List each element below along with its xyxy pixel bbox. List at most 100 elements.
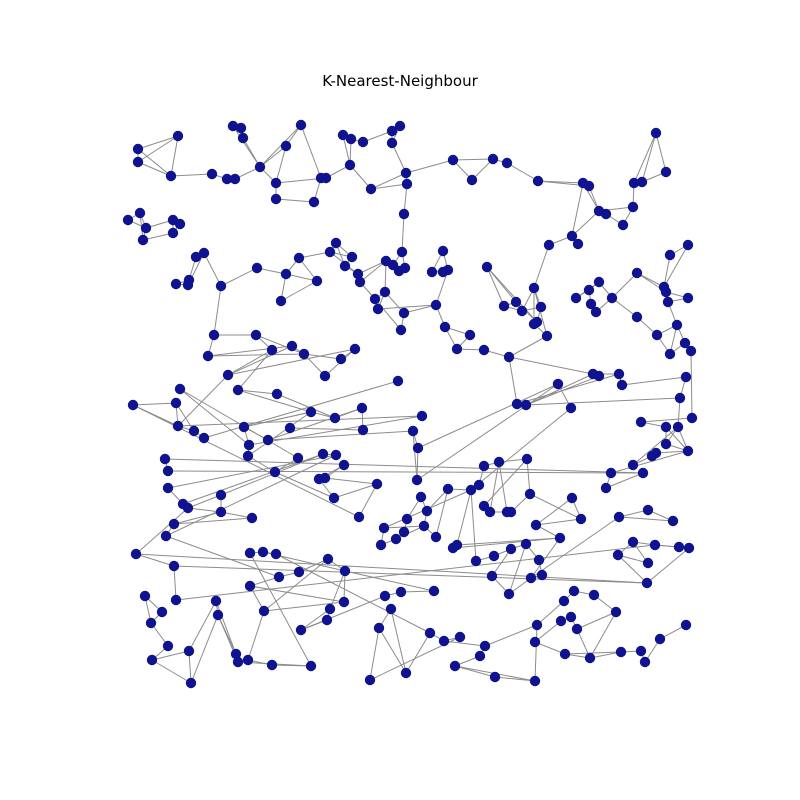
graph-edge [173,565,177,601]
graph-edge [207,345,293,357]
graph-edge [534,624,538,682]
graph-node [660,421,672,433]
graph-node [631,267,643,279]
graph-edge [203,380,399,439]
graph-node [401,178,413,190]
graph-node [379,286,391,298]
graph-edge [508,543,527,595]
graph-node [565,611,577,623]
graph-node [337,129,349,141]
graph-node [558,595,570,607]
graph-node [543,239,555,251]
graph-edge [663,254,671,288]
graph-edge [516,373,620,405]
graph-node [295,119,307,131]
graph-edge [589,651,622,659]
graph-node [525,572,537,584]
graph-node [127,399,139,411]
graph-node [237,132,249,144]
graph-node [156,606,168,618]
graph-node [520,538,532,550]
graph-node [230,648,242,660]
graph-node [685,345,697,357]
graph-edge [506,162,539,182]
graph-node [510,296,522,308]
graph-node [313,473,325,485]
graph-edge [470,489,477,562]
graph-node [565,402,577,414]
graph-node [395,324,407,336]
graph-edge [632,426,679,466]
graph-edge [285,273,318,282]
graph-edge [349,164,372,190]
graph-edge [170,135,179,177]
graph-node [271,388,283,400]
graph-edge [137,135,179,150]
graph-node [660,286,672,298]
graph-edge [690,350,693,419]
graph-node [438,635,450,647]
graph-edge [655,132,667,173]
graph-node [338,459,350,471]
graph-node [635,645,647,657]
graph-node [428,585,440,597]
graph-node [145,617,157,629]
graph-edge [333,483,378,499]
graph-edge [403,304,437,314]
graph-node [672,421,684,433]
graph-node [320,172,332,184]
graph-edge [300,595,386,631]
graph-edge [275,553,431,634]
graph-node [357,424,369,436]
graph-node [305,406,317,418]
graph-edge [359,260,387,283]
graph-node [612,549,624,561]
graph-edge [529,493,582,520]
graph-edge [207,353,305,357]
graph-node [385,603,397,615]
graph-node [335,353,347,365]
graph-node [498,300,510,312]
graph-node [275,295,287,307]
graph-edge [498,461,508,513]
graph-node [493,456,505,468]
graph-edge [263,601,345,612]
graph-edge [188,650,192,684]
graph-node [646,450,658,462]
graph-edge [533,244,550,289]
graph-node [686,412,698,424]
graph-node [353,511,365,523]
graph-nodes [122,119,698,689]
graph-node [172,130,184,142]
graph-node [174,383,186,395]
graph-node [486,570,498,582]
graph-node [662,296,674,308]
graph-edge [135,553,175,567]
graph-node [162,640,174,652]
graph-node [168,560,180,572]
graph-node [244,580,256,592]
graph-node [246,512,258,524]
graph-edge [165,454,337,537]
graph-node [566,230,578,242]
graph-edge [132,402,177,406]
graph-edge [655,450,689,454]
graph-node [533,554,545,566]
graph-node [437,245,449,257]
graph-edge [164,458,644,474]
graph-node [242,654,254,666]
graph-edge [177,374,229,427]
graph-node [474,650,486,662]
graph-node [489,671,501,683]
graph-node [182,279,194,291]
graph-node [593,276,605,288]
graph-edge [190,614,219,684]
graph-edge [300,608,331,631]
graph-node [400,167,412,179]
graph-edge [248,415,423,446]
graph-node [232,656,244,668]
graph-node [639,656,651,668]
graph-node [322,553,334,565]
graph-edge [137,135,179,163]
graph-node [552,378,564,390]
